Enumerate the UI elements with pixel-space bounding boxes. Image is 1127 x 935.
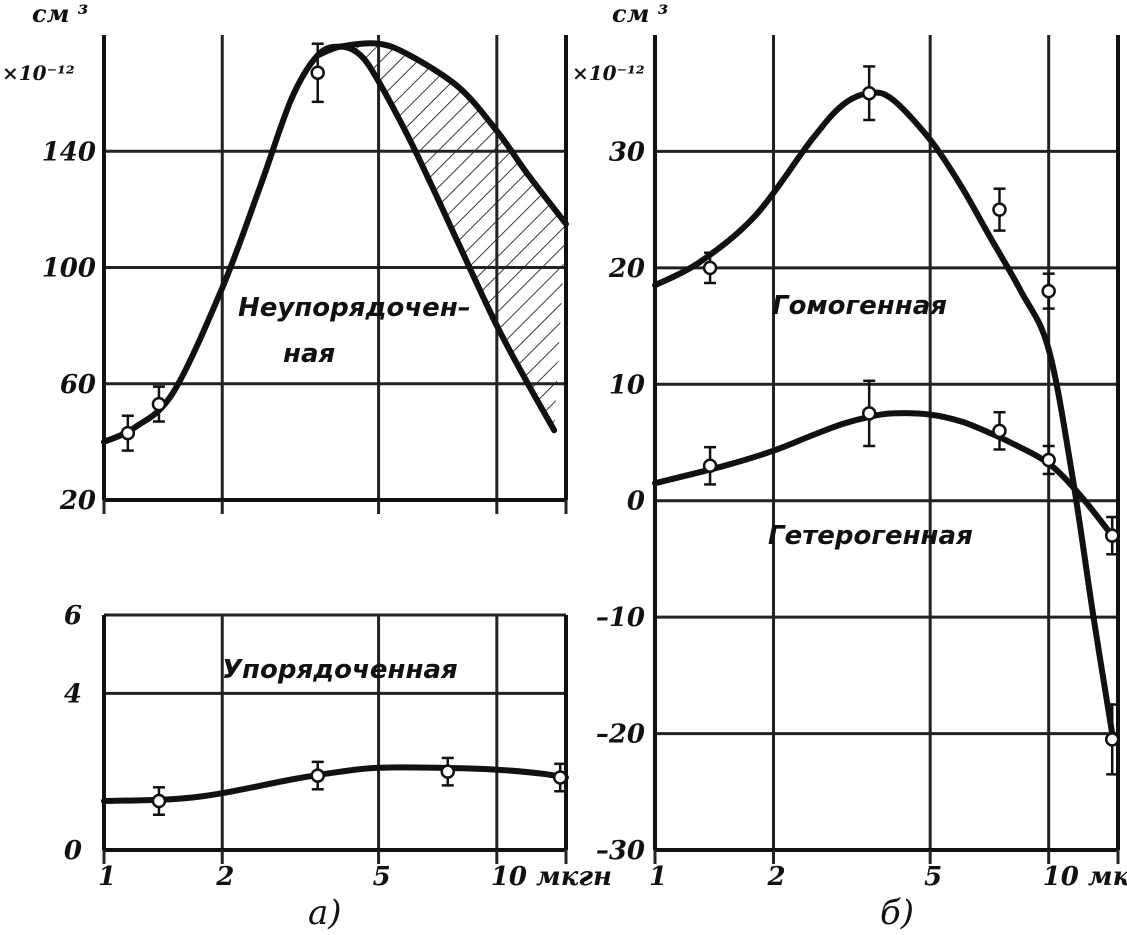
point-marker — [151, 396, 167, 412]
data-point — [992, 410, 1007, 451]
point-marker — [1104, 528, 1120, 543]
panel-a-upper: 20 60 100 140 см ³ ×10⁻¹² Неупорядочен– ная — [2, 0, 569, 516]
y-tick-label: –10 — [596, 603, 645, 633]
y-tick-labels: 0 4 6 — [64, 601, 82, 866]
x-tick-label: 1 — [649, 862, 667, 892]
y-unit-label: см ³ — [612, 0, 668, 28]
data-point — [1041, 272, 1056, 310]
x-tick-label: 1 — [98, 862, 116, 892]
shaded-region — [317, 43, 566, 431]
data-point — [151, 385, 167, 423]
y-tick-label: 20 — [59, 486, 96, 516]
data-point — [861, 65, 877, 122]
data-point — [1104, 703, 1120, 776]
y-tick-label: 4 — [64, 679, 82, 709]
point-marker — [1041, 452, 1056, 468]
data-point — [552, 762, 568, 793]
data-point — [151, 786, 167, 816]
y-multiplier-label: ×10⁻¹² — [2, 61, 75, 85]
x-tick-label: 2 — [767, 862, 786, 892]
point-marker — [992, 202, 1007, 217]
series-curves — [101, 764, 569, 804]
y-tick-label: 60 — [60, 370, 96, 400]
data-point — [861, 379, 877, 448]
data-point — [440, 756, 455, 787]
point-marker — [992, 423, 1007, 439]
y-tick-label: 10 — [609, 370, 645, 400]
data-points — [702, 65, 1120, 776]
y-tick-label: –20 — [596, 720, 645, 750]
data-point — [1104, 515, 1120, 556]
y-tick-label: –30 — [596, 836, 645, 866]
panel-label-b: б) — [880, 893, 914, 933]
point-marker — [702, 260, 718, 276]
y-tick-label: 20 — [608, 254, 645, 284]
data-point — [702, 251, 718, 285]
data-points — [151, 756, 568, 816]
y-tick-label: 0 — [627, 487, 645, 517]
y-tick-labels: –30 –20 –10 0 10 20 30 — [596, 137, 645, 866]
series-curves — [101, 40, 569, 445]
point-marker — [310, 65, 325, 81]
point-marker — [861, 85, 877, 101]
y-multiplier-label: ×10⁻¹² — [572, 61, 645, 85]
x-tick-label: 10 мкгн — [491, 862, 612, 892]
data-point — [310, 760, 325, 791]
point-marker — [120, 425, 136, 441]
point-marker — [1041, 283, 1056, 299]
y-tick-label: 30 — [609, 137, 645, 167]
series-curves — [652, 89, 1116, 737]
panel-label-a: а) — [308, 893, 342, 933]
y-tick-label: 6 — [64, 601, 82, 631]
data-points — [120, 42, 325, 452]
point-marker — [552, 770, 568, 785]
point-marker — [310, 768, 325, 783]
annotation-heterogeneous: Гетерогенная — [768, 521, 973, 551]
y-tick-label: 0 — [64, 836, 82, 866]
point-marker — [702, 458, 718, 474]
data-point — [1041, 444, 1056, 476]
grid — [653, 35, 1120, 864]
x-tick-label: 5 — [924, 862, 942, 892]
point-marker — [1104, 732, 1120, 747]
series-line-1 — [652, 89, 1116, 737]
y-tick-label: 100 — [42, 254, 96, 284]
annotation-homogeneous: Гомогенная — [772, 291, 947, 321]
annotation: Упорядоченная — [222, 655, 458, 685]
point-marker — [440, 764, 455, 779]
x-tick-labels: 1 2 5 10 мкгн — [649, 862, 1127, 892]
y-unit-label: см ³ — [32, 0, 88, 28]
annotation-line-1: Неупорядочен– — [238, 293, 471, 323]
panel-a-lower: 0 4 6 1 2 5 10 мкгн Упорядоченная а) — [64, 601, 612, 933]
x-tick-label: 2 — [215, 862, 234, 892]
y-tick-labels: 20 60 100 140 — [42, 137, 96, 516]
x-tick-label: 5 — [373, 862, 391, 892]
point-marker — [861, 406, 877, 421]
data-point — [702, 445, 718, 486]
grid — [102, 613, 568, 864]
y-tick-label: 140 — [42, 137, 96, 167]
data-point — [992, 187, 1007, 232]
series-line-2 — [314, 40, 569, 227]
series-line-1 — [101, 764, 569, 804]
annotation-line-2: ная — [283, 339, 335, 369]
point-marker — [151, 793, 167, 809]
x-tick-label: 10 мкгн — [1043, 862, 1127, 892]
x-tick-labels: 1 2 5 10 мкгн — [98, 862, 612, 892]
data-point — [310, 42, 325, 104]
data-point — [120, 414, 136, 452]
